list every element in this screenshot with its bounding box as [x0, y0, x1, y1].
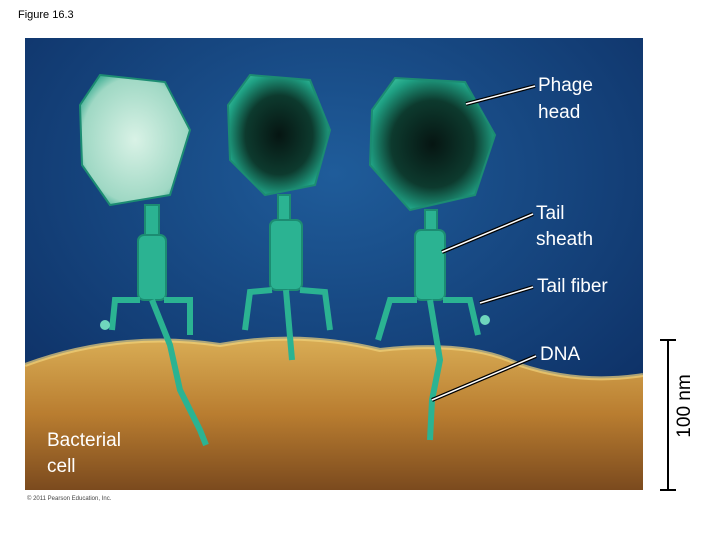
copyright: © 2011 Pearson Education, Inc.: [27, 495, 112, 502]
label: Tail fiber: [537, 276, 608, 297]
cell-label: Bacterial cell: [47, 430, 126, 477]
scale-bar: [660, 339, 676, 491]
label: DNA: [540, 344, 580, 365]
micrograph: [25, 38, 643, 490]
label: Tail sheath: [536, 203, 593, 250]
scale-label: 100 nm: [674, 374, 695, 437]
label: Phage head: [538, 75, 598, 123]
figure-label: Figure 16.3: [18, 9, 74, 21]
